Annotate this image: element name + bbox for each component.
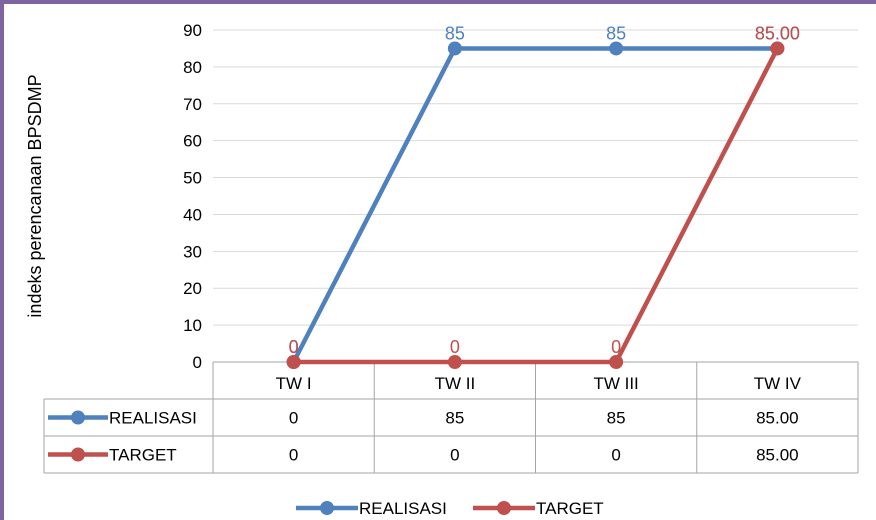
data-label: 85.00: [755, 23, 800, 43]
series-line: [293, 47, 780, 365]
data-label: 85.00: [755, 23, 800, 43]
series-line: [291, 46, 778, 364]
data-label: 0: [289, 337, 299, 357]
table-cell-value: 85.00: [756, 446, 799, 465]
table-series-name: TARGET: [109, 446, 177, 465]
table-cell-value: 0: [289, 446, 298, 465]
data-label: 0: [289, 337, 299, 357]
x-category-label: TW III: [593, 374, 638, 393]
x-category-label: TW II: [435, 374, 476, 393]
legend-key-marker: [320, 501, 334, 515]
x-category-label: TW I: [276, 374, 312, 393]
y-axis-title: indeks perencanaan BPSDMP: [25, 74, 45, 317]
table-cell-value: 85: [607, 409, 626, 428]
y-tick-label: 30: [183, 242, 202, 261]
data-point: [447, 355, 462, 369]
table-series-key-marker: [71, 447, 85, 462]
data-label: 85: [445, 23, 465, 43]
table-cell-value: 85.00: [756, 409, 799, 428]
table-cell-value: 0: [289, 409, 298, 428]
data-point: [770, 41, 785, 56]
x-category-label: TW IV: [754, 374, 802, 393]
table-cell-value: 85: [445, 409, 464, 428]
data-label: 0: [450, 337, 460, 357]
data-point: [447, 41, 462, 56]
data-label: 85: [606, 23, 626, 43]
y-tick-label: 50: [183, 169, 202, 188]
data-point: [609, 355, 624, 369]
table-series-key-marker: [71, 410, 85, 425]
y-tick-label: 60: [183, 132, 202, 151]
data-point: [286, 355, 301, 369]
y-tick-label: 70: [183, 95, 202, 114]
y-tick-label: 90: [183, 21, 202, 40]
legend-label: REALISASI: [359, 499, 447, 518]
y-tick-label: 40: [183, 205, 202, 224]
legend-label: TARGET: [536, 499, 604, 518]
data-point: [609, 41, 624, 56]
table-series-name: REALISASI: [109, 409, 197, 428]
y-tick-label: 10: [183, 316, 202, 335]
y-tick-label: 80: [183, 58, 202, 77]
y-tick-label: 20: [183, 279, 202, 298]
table-cell-value: 0: [450, 446, 459, 465]
y-tick-label: 0: [193, 353, 202, 372]
legend-key-marker: [497, 501, 511, 515]
data-label: 0: [611, 337, 621, 357]
table-cell-value: 0: [611, 446, 620, 465]
